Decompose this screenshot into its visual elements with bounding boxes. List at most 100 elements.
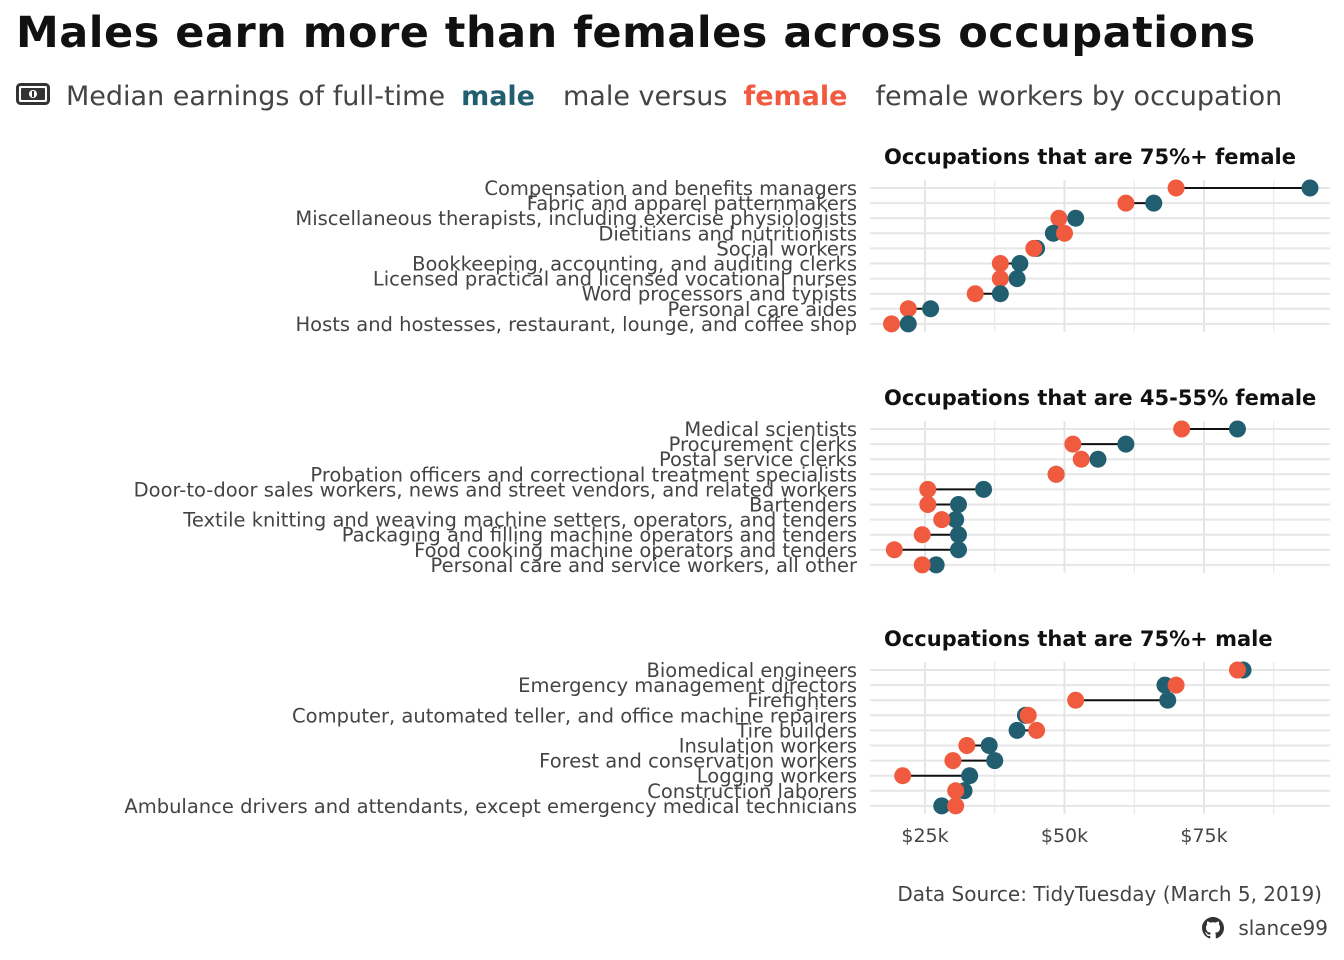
row-label: Computer, automated teller, and office m…: [292, 704, 857, 727]
female-point: [1047, 465, 1065, 483]
male-point: [1159, 691, 1177, 709]
chart-title: Males earn more than females across occu…: [16, 8, 1256, 58]
female-point: [991, 255, 1009, 272]
female-point: [1228, 661, 1246, 679]
female-point: [883, 315, 901, 333]
money-bill-icon: [16, 81, 50, 112]
male-point: [1117, 435, 1135, 453]
row-label: Textile knitting and weaving machine set…: [182, 509, 857, 532]
female-point: [899, 300, 917, 318]
row-label: Tire builders: [735, 719, 857, 742]
female-point: [958, 737, 976, 754]
male-point: [975, 480, 993, 498]
female-point: [885, 541, 903, 559]
row-label: Forest and conservation workers: [539, 750, 857, 773]
female-point: [1173, 420, 1191, 438]
subtitle-text-3: female workers by occupation: [875, 80, 1283, 112]
female-point: [947, 797, 965, 815]
row-label: Ambulance drivers and attendants, except…: [124, 795, 857, 818]
x-tick-label: $25k: [901, 825, 948, 847]
panel-title: Occupations that are 75%+ female: [884, 145, 1296, 169]
female-point: [913, 556, 931, 574]
female-point: [944, 752, 962, 770]
subtitle-text-1: Median earnings of full-time: [66, 80, 446, 112]
female-point: [1167, 179, 1185, 197]
panel-3: Occupations that are 75%+ male Biomedical…: [124, 627, 1330, 818]
row-label: Packaging and filling machine operators …: [342, 524, 857, 547]
female-point: [966, 285, 984, 303]
female-point: [947, 782, 965, 800]
male-point: [980, 737, 998, 754]
row-label: Medical scientists: [684, 418, 857, 441]
row-label: Compensation and benefits managers: [484, 177, 857, 200]
x-tick-label: $50k: [1041, 825, 1088, 847]
male-point: [947, 511, 965, 529]
female-point: [919, 496, 937, 513]
row-label: Door-to-door sales workers, news and str…: [134, 478, 857, 501]
male-point: [949, 496, 967, 513]
male-point: [949, 541, 967, 559]
female-point: [894, 767, 912, 785]
row-label: Licensed practical and licensed vocation…: [373, 268, 857, 291]
data-source-caption: Data Source: TidyTuesday (March 5, 2019): [897, 882, 1322, 906]
row-label: Bookkeeping, accounting, and auditing cl…: [412, 253, 857, 276]
author-handle: slance99: [1238, 916, 1328, 940]
female-point: [913, 526, 931, 544]
male-point: [1301, 179, 1319, 197]
row-label: Logging workers: [697, 765, 857, 788]
male-point: [933, 797, 951, 815]
subtitle-text-2: male versus: [562, 80, 728, 112]
male-point: [1228, 420, 1246, 438]
female-point: [1067, 691, 1085, 709]
row-label: Probation officers and correctional trea…: [310, 463, 857, 486]
female-point: [1028, 721, 1046, 739]
female-point: [1167, 676, 1185, 694]
row-label: Insulation workers: [679, 735, 857, 758]
female-point: [991, 270, 1009, 288]
panel-2: Occupations that are 45-55% female Medica…: [134, 386, 1330, 577]
row-label: Construction laborers: [647, 780, 857, 803]
row-label: Bartenders: [749, 494, 857, 517]
male-point: [1008, 270, 1026, 288]
x-tick-label: $75k: [1180, 825, 1227, 847]
male-point: [991, 285, 1009, 303]
panel-title: Occupations that are 45-55% female: [884, 386, 1316, 410]
male-point: [1011, 255, 1029, 272]
github-icon: [1202, 917, 1225, 939]
row-label: Hosts and hostesses, restaurant, lounge,…: [295, 313, 857, 336]
row-label: Personal care aides: [668, 298, 857, 321]
male-point: [986, 752, 1004, 770]
female-point: [1072, 450, 1090, 468]
female-point: [919, 480, 937, 498]
author-credit: slance99: [1202, 916, 1328, 940]
male-point: [949, 526, 967, 544]
female-point: [1025, 239, 1043, 257]
row-label: Miscellaneous therapists, including exer…: [295, 207, 857, 230]
subtitle: Median earnings of full-time male male v…: [16, 76, 1298, 116]
female-point: [1056, 224, 1073, 242]
row-label: Personal care and service workers, all o…: [431, 554, 858, 577]
row-label: Word processors and typists: [582, 283, 857, 306]
row-label: Social workers: [716, 237, 857, 260]
male-point: [1067, 209, 1085, 227]
male-point: [1089, 450, 1107, 468]
male-point: [899, 315, 917, 333]
panel-1: Occupations that are 75%+ female Compensa…: [295, 145, 1330, 336]
row-label: Emergency management directors: [518, 674, 857, 697]
female-point: [1050, 209, 1068, 227]
subtitle-female-label: female: [743, 80, 848, 112]
row-label: Firefighters: [747, 689, 857, 712]
female-point: [933, 511, 951, 529]
row-label: Food cooking machine operators and tende…: [414, 539, 857, 562]
male-point: [961, 767, 979, 785]
row-label: Biomedical engineers: [647, 659, 857, 682]
male-point: [922, 300, 940, 318]
row-label: Fabric and apparel patternmakers: [527, 192, 857, 215]
female-point: [1019, 706, 1037, 724]
subtitle-male-label: male: [461, 80, 535, 112]
row-label: Procurement clerks: [669, 433, 857, 456]
male-point: [927, 556, 945, 574]
row-label: Dietitians and nutritionists: [598, 222, 857, 245]
male-point: [1145, 194, 1163, 212]
